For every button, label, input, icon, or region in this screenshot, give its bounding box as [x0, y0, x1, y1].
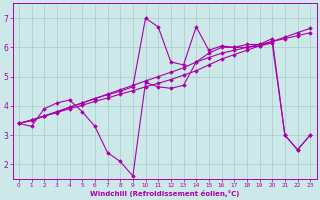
X-axis label: Windchill (Refroidissement éolien,°C): Windchill (Refroidissement éolien,°C): [90, 190, 239, 197]
